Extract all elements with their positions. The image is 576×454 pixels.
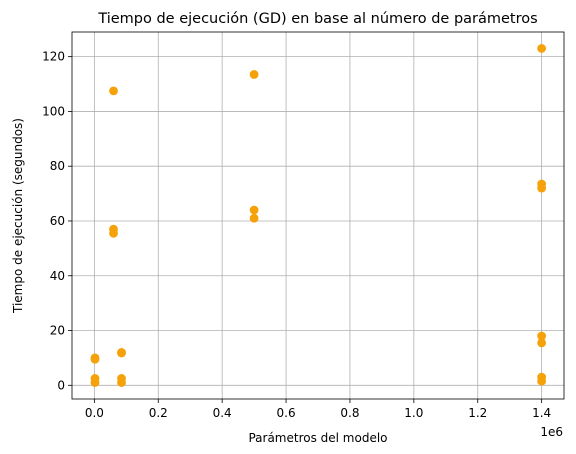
x-tick-label: 0.2 [149, 406, 168, 420]
y-axis-ticks: 0 20 40 60 80 100 120 [42, 50, 72, 392]
plot-frame [71, 31, 565, 400]
data-point [249, 70, 259, 79]
x-tick-label: 1.4 [532, 406, 551, 420]
x-tick-label: 0.4 [213, 406, 232, 420]
data-point [537, 44, 547, 53]
data-point [537, 376, 547, 386]
grid-lines [72, 32, 564, 399]
x-axis-ticks: 0.0 0.2 0.4 0.6 0.8 1.0 1.2 1.4 [85, 399, 551, 420]
x-axis-offset-label: 1e6 [540, 425, 563, 439]
y-tick-label: 40 [50, 269, 65, 283]
data-point [117, 378, 126, 387]
y-tick-label: 120 [42, 50, 65, 64]
data-point [537, 183, 547, 193]
data-point [537, 331, 547, 341]
data-point [109, 86, 118, 96]
data-point [109, 228, 118, 238]
data-point [117, 348, 126, 358]
y-tick-label: 20 [50, 324, 65, 338]
y-tick-label: 80 [50, 159, 65, 173]
data-points [90, 44, 547, 387]
x-tick-label: 0.8 [340, 406, 359, 420]
y-tick-label: 100 [42, 104, 65, 118]
y-tick-label: 60 [50, 214, 65, 228]
y-tick-label: 0 [57, 378, 65, 392]
chart-title: Tiempo de ejecución (GD) en base al núme… [97, 11, 537, 27]
y-axis-label: Tiempo de ejecución (segundos) [11, 118, 25, 314]
x-tick-label: 1.2 [468, 406, 487, 420]
data-point [90, 353, 100, 363]
data-point [249, 213, 259, 223]
data-point [537, 338, 547, 348]
data-point [90, 374, 100, 383]
x-axis-label: Parámetros del modelo [248, 431, 387, 445]
x-tick-label: 0.6 [277, 406, 296, 420]
data-point [249, 205, 259, 215]
x-tick-label: 1.0 [404, 406, 423, 420]
x-tick-label: 0.0 [85, 406, 104, 420]
